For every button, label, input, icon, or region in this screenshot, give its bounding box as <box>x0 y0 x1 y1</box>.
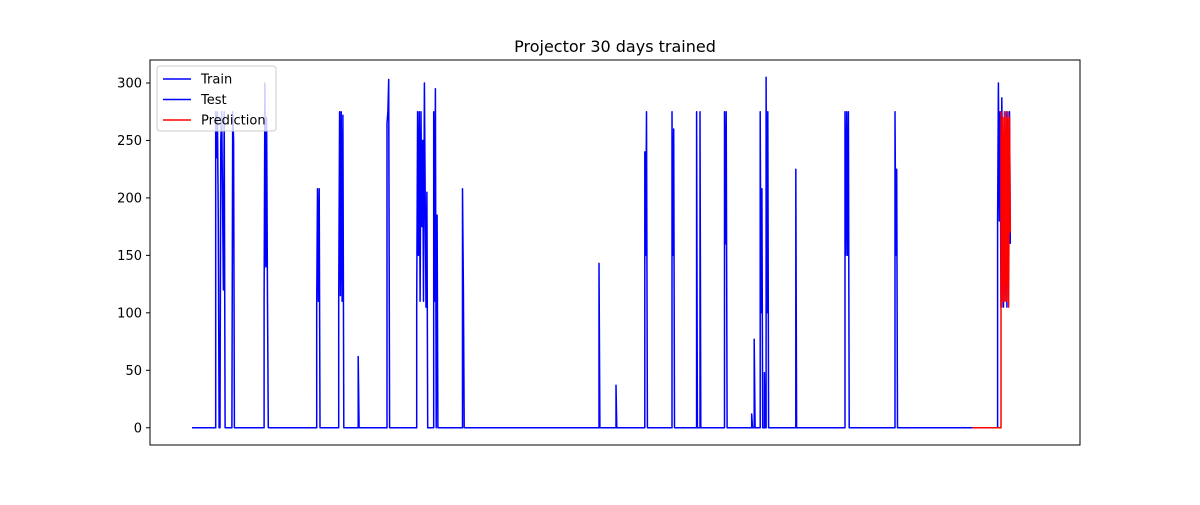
legend-box <box>156 65 277 132</box>
y-axis: 0 50 100 150 200 250 300 <box>117 76 150 436</box>
y-tick-label: 250 <box>117 134 142 149</box>
y-tick-label: 0 <box>134 421 142 436</box>
y-tick-label: 150 <box>117 249 142 264</box>
y-tick-label: 200 <box>117 191 142 206</box>
series-layer <box>192 76 1012 429</box>
legend-label-prediction: Prediction <box>201 114 266 129</box>
y-tick-label: 100 <box>117 306 142 321</box>
y-tick-label: 300 <box>117 76 142 91</box>
chart-title: Projector 30 days trained <box>514 37 716 56</box>
plot-frame <box>149 59 1081 446</box>
series-line-train <box>192 76 973 429</box>
legend-label-train: Train <box>200 73 232 88</box>
series-line-prediction <box>972 110 1012 429</box>
y-tick-label: 50 <box>125 364 142 379</box>
legend-label-test: Test <box>200 93 227 108</box>
legend: Train Test Prediction <box>156 65 277 132</box>
